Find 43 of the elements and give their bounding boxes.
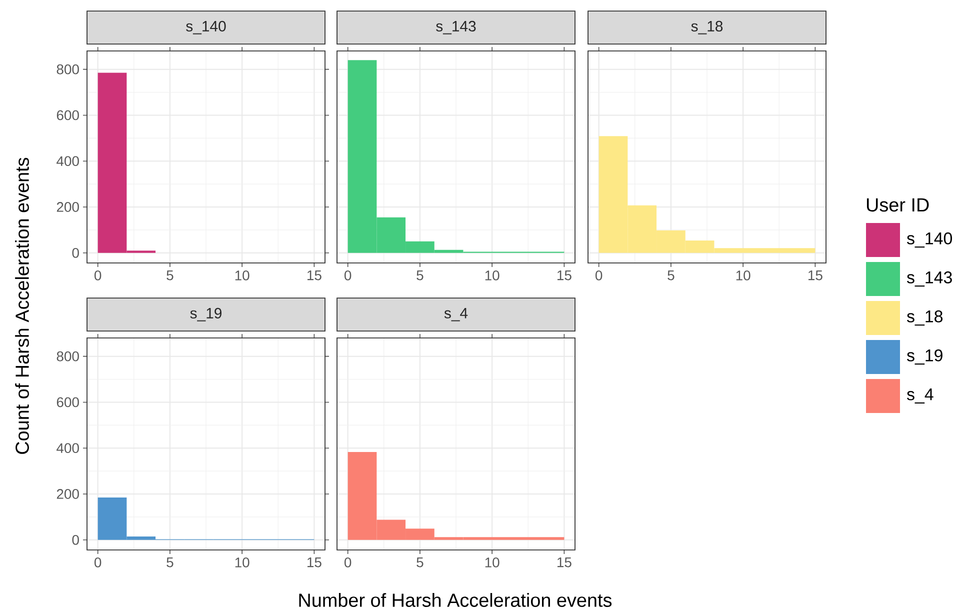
- legend-label: s_19: [906, 349, 942, 365]
- y-tick-label: 0: [72, 534, 79, 545]
- x-tick-label: 0: [94, 557, 102, 568]
- x-tick-label: 5: [416, 270, 424, 280]
- chart-title: s_4: [444, 308, 468, 322]
- x-tick-label: 10: [736, 270, 750, 280]
- y-tick-label: 200: [56, 202, 79, 212]
- x-tick-label: 15: [307, 558, 322, 568]
- legend-label: s_4: [906, 388, 934, 404]
- chart-title: s_140: [186, 20, 226, 34]
- x-tick-label: 10: [485, 557, 500, 568]
- y-tick-label: 600: [56, 397, 79, 408]
- x-tick-label: 15: [307, 270, 322, 280]
- y-tick-label: 400: [56, 443, 79, 454]
- x-axis-title: Number of Harsh Acceleration events: [299, 593, 612, 607]
- x-tick-label: 0: [94, 270, 102, 280]
- y-tick-label: 800: [56, 351, 79, 362]
- legend-label: s_140: [906, 232, 952, 248]
- x-tick-label: 15: [808, 270, 822, 280]
- x-tick-label: 0: [344, 270, 352, 280]
- x-tick-label: 10: [235, 270, 250, 280]
- x-tick-label: 5: [668, 270, 674, 280]
- legend-title: User ID: [866, 198, 929, 212]
- legend-label: s_143: [906, 271, 952, 287]
- y-tick-label: 400: [56, 156, 79, 166]
- chart-title: s_18: [691, 20, 723, 34]
- x-tick-label: 15: [558, 558, 572, 568]
- x-tick-label: 0: [344, 557, 352, 568]
- chart-title: s_19: [190, 308, 222, 322]
- x-tick-label: 5: [166, 270, 174, 280]
- x-tick-label: 10: [235, 557, 250, 568]
- legend-label: s_18: [906, 310, 943, 326]
- y-tick-label: 0: [72, 248, 79, 258]
- y-axis-title: Count of Harsh Acceleration events: [15, 158, 29, 454]
- y-tick-label: 800: [56, 64, 79, 74]
- x-tick-label: 5: [416, 558, 424, 568]
- y-tick-label: 200: [56, 489, 79, 499]
- x-tick-label: 5: [166, 558, 174, 568]
- chart-title: s_143: [436, 20, 476, 34]
- y-tick-label: 600: [56, 110, 79, 120]
- x-tick-label: 0: [596, 270, 602, 280]
- x-tick-label: 15: [558, 270, 572, 280]
- x-tick-label: 10: [485, 270, 500, 280]
